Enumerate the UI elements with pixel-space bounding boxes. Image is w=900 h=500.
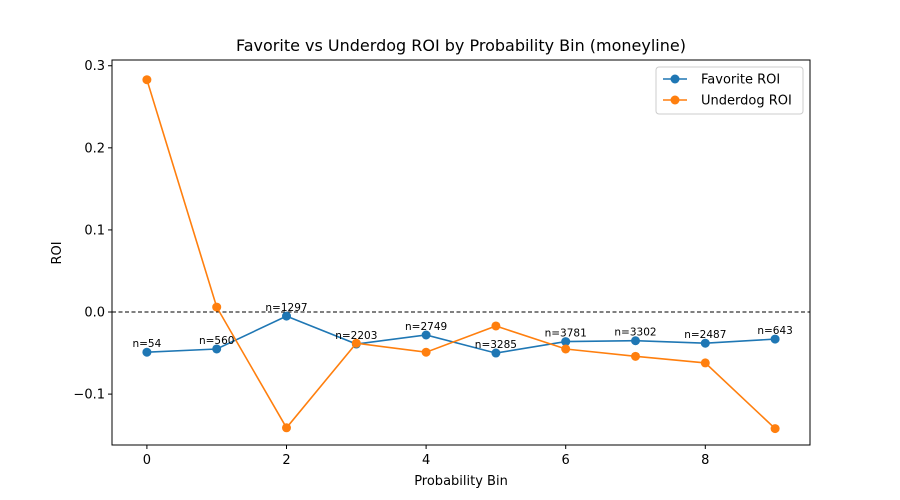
y-tick-label: 0.0 xyxy=(84,306,105,321)
x-tick-label: 4 xyxy=(422,453,430,468)
chart-title: Favorite vs Underdog ROI by Probability … xyxy=(236,36,686,55)
sample-size-label: n=3781 xyxy=(545,328,587,340)
favorite-roi-point xyxy=(421,330,431,340)
favorite-roi-point xyxy=(491,348,501,358)
underdog-roi-point xyxy=(770,424,780,434)
x-tick-label: 2 xyxy=(282,453,290,468)
y-tick-label: −0.1 xyxy=(73,388,105,403)
favorite-roi-point xyxy=(212,344,222,354)
favorite-roi-legend-marker xyxy=(670,74,680,84)
sample-size-label: n=2487 xyxy=(684,329,726,341)
x-tick-label: 8 xyxy=(701,453,709,468)
y-tick-label: 0.3 xyxy=(84,59,105,74)
sample-size-label: n=1297 xyxy=(265,302,307,314)
favorite-roi-point xyxy=(631,336,640,346)
favorite-roi-point xyxy=(561,337,571,347)
x-tick-label: 6 xyxy=(562,453,570,468)
favorite-roi-line xyxy=(146,315,776,354)
x-axis-title: Probability Bin xyxy=(414,474,508,489)
favorite-roi-point xyxy=(142,347,152,357)
sample-size-label: n=54 xyxy=(132,338,161,350)
sample-size-label: n=560 xyxy=(199,335,235,347)
sample-size-label: n=643 xyxy=(757,325,793,337)
underdog-roi-point xyxy=(282,423,291,433)
plot-area: n=54 n=560 n=1297 n=2203 n=2749 n=3285 n=3781 n… xyxy=(112,75,810,434)
underdog-roi-line xyxy=(146,79,776,430)
y-tick-label: 0.1 xyxy=(84,223,105,238)
underdog-roi-point xyxy=(142,75,152,85)
sample-size-label: n=3285 xyxy=(475,339,517,351)
y-tick-label: 0.2 xyxy=(84,141,105,156)
legend-box xyxy=(655,66,804,115)
underdog-roi-point xyxy=(212,302,222,312)
favorite-roi-legend-label: Favorite ROI xyxy=(701,73,780,88)
y-axis-title: ROI xyxy=(50,241,65,264)
sample-size-label: n=2203 xyxy=(335,330,377,342)
underdog-roi-point xyxy=(700,358,710,368)
underdog-roi-legend-label: Underdog ROI xyxy=(701,94,792,109)
underdog-roi-point xyxy=(421,347,431,357)
underdog-roi-point xyxy=(631,351,640,361)
x-tick-label: 0 xyxy=(143,453,151,468)
underdog-roi-legend-marker xyxy=(670,95,680,105)
sample-size-label: n=3302 xyxy=(614,327,656,339)
favorite-roi-point xyxy=(700,338,710,348)
x-axis: 0 2 4 6 8 xyxy=(143,445,709,468)
underdog-roi-point xyxy=(351,338,361,348)
favorite-roi-point xyxy=(770,334,780,344)
favorite-roi-point xyxy=(282,311,291,321)
y-axis: −0.1 0.0 0.1 0.2 0.3 xyxy=(73,59,112,403)
plot-frame xyxy=(111,59,811,446)
underdog-roi-point xyxy=(561,344,571,354)
legend: Favorite ROI Underdog ROI xyxy=(655,66,804,115)
underdog-roi-point xyxy=(491,321,501,331)
sample-size-label: n=2749 xyxy=(405,321,447,333)
